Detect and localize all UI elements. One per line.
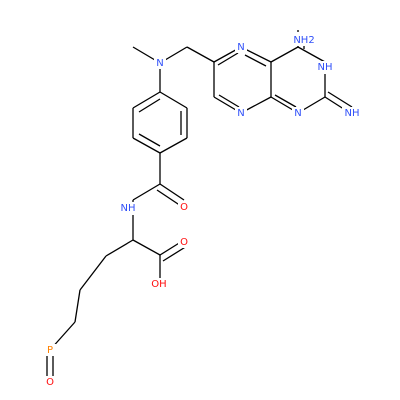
atom-label: N [237,108,244,119]
atom-label: N [294,108,301,119]
atom-label: P [47,345,53,356]
atom-label: O [180,202,188,213]
atom-labels: NH2 N NH N N N NH NH O O OH P O [44,32,362,388]
atom-label: NH [345,108,360,119]
atom-label: NH2 [293,35,314,46]
atom-label: NH [121,203,136,214]
atom-label: N [156,58,163,69]
atom-label: NH [318,62,333,73]
atom-label: OH [151,279,166,290]
atom-label: N [237,42,244,53]
atom-label: O [180,237,188,248]
bonds [46,30,353,382]
atom-label: O [46,377,54,388]
